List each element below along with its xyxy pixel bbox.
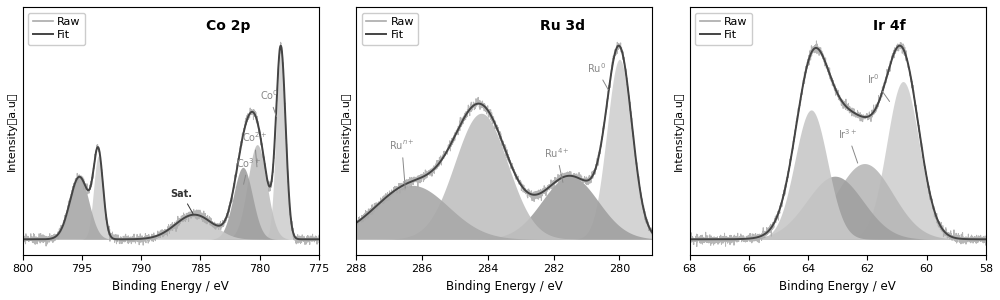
Text: Ru$^{n+}$: Ru$^{n+}$ (389, 139, 415, 188)
Legend: Raw, Fit: Raw, Fit (362, 13, 418, 45)
Text: Sat.: Sat. (171, 189, 193, 214)
Y-axis label: Intensity（a.u）: Intensity（a.u） (7, 91, 17, 171)
X-axis label: Binding Energy / eV: Binding Energy / eV (779, 280, 896, 293)
Text: Ru$^{4+}$: Ru$^{4+}$ (544, 146, 569, 182)
Text: Ir$^{3+}$: Ir$^{3+}$ (838, 127, 858, 163)
Text: Ru 3d: Ru 3d (540, 19, 585, 33)
Legend: Raw, Fit: Raw, Fit (695, 13, 752, 45)
Text: Ir$^0$: Ir$^0$ (867, 73, 890, 101)
Text: Ru$^0$: Ru$^0$ (587, 61, 608, 90)
Text: Ir 4f: Ir 4f (873, 19, 906, 33)
Text: Co$^0$: Co$^0$ (260, 88, 278, 117)
X-axis label: Binding Energy / eV: Binding Energy / eV (446, 280, 563, 293)
X-axis label: Binding Energy / eV: Binding Energy / eV (112, 280, 229, 293)
Text: Co$^{2+}$: Co$^{2+}$ (242, 131, 267, 167)
Text: Co$^{3+}$: Co$^{3+}$ (236, 156, 261, 184)
Text: Co 2p: Co 2p (206, 19, 251, 33)
Legend: Raw, Fit: Raw, Fit (28, 13, 85, 45)
Y-axis label: Intensity（a.u）: Intensity（a.u） (674, 91, 684, 171)
Y-axis label: Intensity（a.u）: Intensity（a.u） (341, 91, 351, 171)
